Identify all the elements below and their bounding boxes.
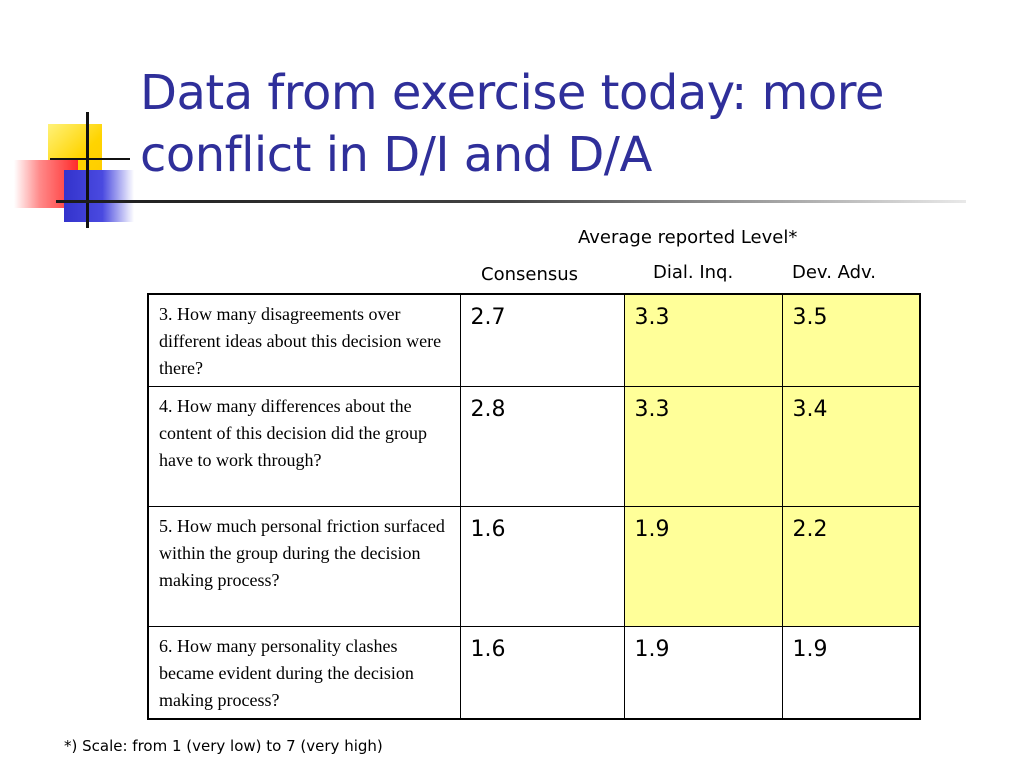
column-header-consensus: Consensus [481,264,579,285]
value-cell-dial-inq: 1.9 [623,506,783,627]
column-header-dial-inq: Dial. Inq. [653,262,734,283]
value-cell-consensus: 2.7 [459,293,625,387]
value-cell-dev-adv: 1.9 [781,626,921,720]
decorative-logo [0,0,140,240]
value-cell-consensus: 1.6 [459,626,625,720]
question-cell: 4. How many differences about the conten… [147,386,461,507]
logo-horizontal-line [50,158,130,160]
value-cell-dev-adv: 3.5 [781,293,921,387]
slide-title: Data from exercise today: more conflict … [140,65,884,183]
scale-footnote: *) Scale: from 1 (very low) to 7 (very h… [64,737,383,755]
question-cell: 5. How much personal friction surfaced w… [147,506,461,627]
question-cell: 6. How many personality clashes became e… [147,626,461,720]
table-row: 6. How many personality clashes became e… [147,626,921,720]
logo-blue-square [64,170,134,222]
column-header-dev-adv: Dev. Adv. [792,262,877,283]
value-cell-consensus: 1.6 [459,506,625,627]
title-underline-rule [56,200,966,203]
table-row: 3. How many disagreements over different… [147,293,921,387]
data-table: 3. How many disagreements over different… [147,293,921,720]
table-group-header: Average reported Level* [578,227,798,248]
table-row: 5. How much personal friction surfaced w… [147,506,921,627]
value-cell-dev-adv: 2.2 [781,506,921,627]
logo-vertical-line [86,112,89,228]
value-cell-consensus: 2.8 [459,386,625,507]
question-cell: 3. How many disagreements over different… [147,293,461,387]
value-cell-dial-inq: 3.3 [623,386,783,507]
value-cell-dial-inq: 3.3 [623,293,783,387]
value-cell-dev-adv: 3.4 [781,386,921,507]
table-row: 4. How many differences about the conten… [147,386,921,507]
value-cell-dial-inq: 1.9 [623,626,783,720]
